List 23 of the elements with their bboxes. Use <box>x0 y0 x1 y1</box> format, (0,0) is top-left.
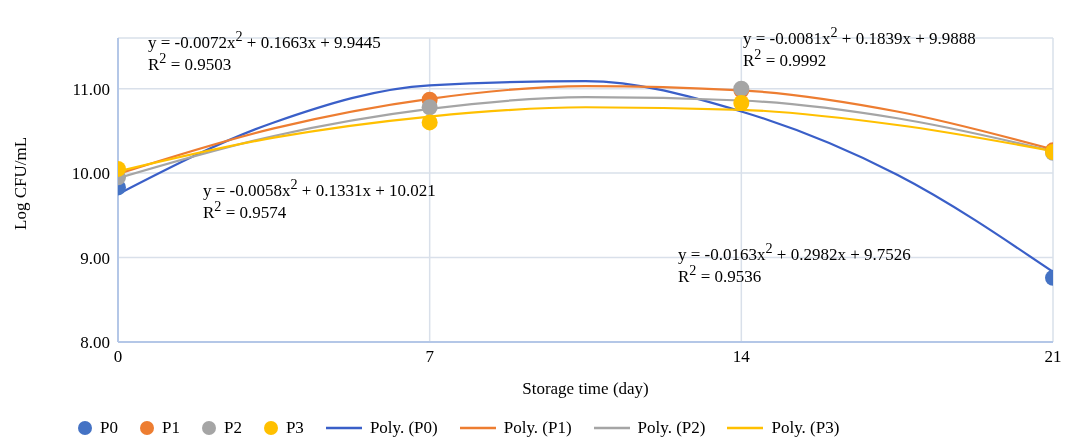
x-tick-label: 21 <box>1044 347 1062 367</box>
x-axis-title: Storage time (day) <box>522 379 649 398</box>
y-tick-label: 10.00 <box>71 164 110 184</box>
x-tick-label: 14 <box>732 347 751 367</box>
legend-label: P1 <box>161 418 180 438</box>
legend-label: Poly. (P0) <box>369 418 438 438</box>
annotation: y = -0.0072x$^{2}$ + 0.1663x + 9.9445 <box>148 27 381 53</box>
legend-label: Poly. (P3) <box>771 418 840 438</box>
y-tick-label: 11.00 <box>72 79 110 99</box>
legend-label: Poly. (P1) <box>503 418 572 438</box>
legend-label: P0 <box>100 418 118 438</box>
annotation: y = -0.0058x$^{2}$ + 0.1331x + 10.021 <box>203 175 436 201</box>
annotation: y = -0.0163x$^{2}$ + 0.2982x + 9.7526 <box>678 239 911 265</box>
legend-label: P3 <box>285 418 304 438</box>
x-tick-label: 0 <box>113 347 123 367</box>
x-tick-label: 7 <box>425 347 435 367</box>
legend-label: Poly. (P2) <box>637 418 706 438</box>
y-axis-title: Log CFU/mL <box>11 136 31 230</box>
annotation: y = -0.0081x$^{2}$ + 0.1839x + 9.9888 <box>743 23 976 49</box>
legend-label: P2 <box>223 418 242 438</box>
point <box>421 99 438 116</box>
y-tick-label: 9.00 <box>80 248 110 268</box>
y-tick-label: 8.00 <box>80 333 110 353</box>
